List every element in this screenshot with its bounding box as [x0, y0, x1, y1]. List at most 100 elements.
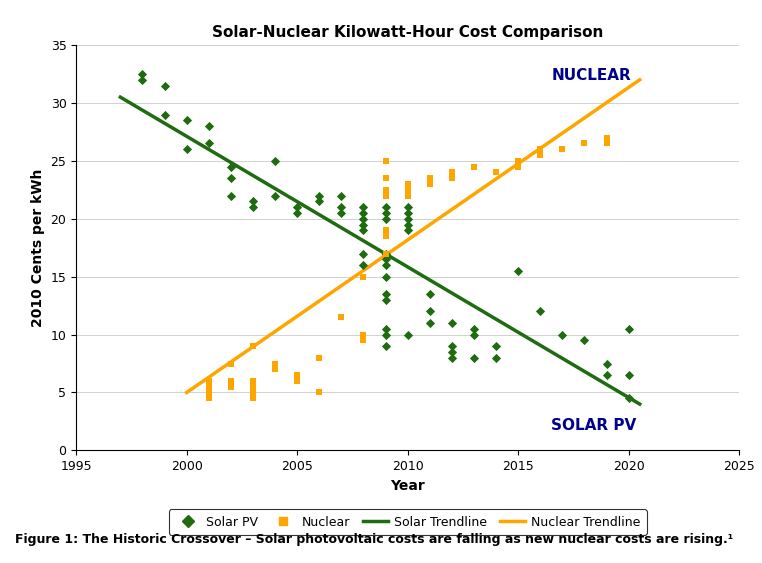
Point: [468, 353, 480, 362]
Point: [490, 353, 502, 362]
Point: [291, 208, 303, 217]
Point: [203, 139, 215, 148]
Point: [446, 174, 458, 183]
Point: [247, 197, 259, 206]
Text: NUCLEAR: NUCLEAR: [552, 68, 631, 83]
Text: SOLAR PV: SOLAR PV: [552, 418, 636, 433]
Point: [313, 388, 325, 397]
Point: [158, 81, 171, 90]
Title: Solar-Nuclear Kilowatt-Hour Cost Comparison: Solar-Nuclear Kilowatt-Hour Cost Compari…: [212, 25, 604, 40]
Point: [490, 342, 502, 351]
Text: Figure 1: The Historic Crossover – Solar photovoltaic costs are falling as new n: Figure 1: The Historic Crossover – Solar…: [15, 533, 734, 546]
Point: [357, 208, 370, 217]
Point: [468, 330, 480, 339]
Point: [247, 394, 259, 403]
Point: [357, 215, 370, 224]
Point: [402, 185, 414, 194]
Point: [446, 353, 458, 362]
Point: [379, 272, 392, 281]
Point: [379, 226, 392, 235]
Point: [402, 226, 414, 235]
Point: [424, 289, 436, 298]
Point: [402, 191, 414, 200]
Point: [623, 324, 635, 333]
Point: [623, 394, 635, 403]
Point: [490, 168, 502, 177]
Point: [578, 139, 591, 148]
Point: [357, 220, 370, 229]
Point: [379, 330, 392, 339]
Point: [379, 296, 392, 305]
Point: [402, 180, 414, 189]
Point: [402, 330, 414, 339]
Point: [247, 382, 259, 391]
Point: [269, 359, 281, 368]
Point: [446, 347, 458, 356]
Point: [379, 203, 392, 212]
X-axis label: Year: Year: [390, 479, 425, 493]
Point: [379, 208, 392, 217]
Point: [379, 289, 392, 298]
Point: [357, 203, 370, 212]
Point: [225, 174, 237, 183]
Point: [379, 342, 392, 351]
Point: [600, 133, 613, 142]
Point: [225, 382, 237, 391]
Point: [357, 261, 370, 270]
Point: [534, 150, 546, 159]
Point: [578, 336, 591, 345]
Point: [247, 203, 259, 212]
Point: [313, 353, 325, 362]
Point: [269, 365, 281, 374]
Point: [468, 324, 480, 333]
Point: [181, 145, 193, 154]
Point: [225, 359, 237, 368]
Legend: Solar PV, Nuclear, Solar Trendline, Nuclear Trendline: Solar PV, Nuclear, Solar Trendline, Nucl…: [169, 510, 646, 535]
Point: [291, 377, 303, 386]
Point: [313, 197, 325, 206]
Point: [291, 203, 303, 212]
Point: [203, 377, 215, 386]
Point: [225, 191, 237, 200]
Point: [379, 255, 392, 264]
Point: [600, 370, 613, 379]
Point: [424, 319, 436, 328]
Point: [446, 319, 458, 328]
Point: [379, 157, 392, 166]
Point: [379, 249, 392, 258]
Point: [225, 377, 237, 386]
Point: [402, 215, 414, 224]
Point: [247, 342, 259, 351]
Point: [203, 394, 215, 403]
Point: [379, 185, 392, 194]
Point: [556, 330, 568, 339]
Point: [402, 208, 414, 217]
Point: [335, 208, 347, 217]
Point: [136, 75, 149, 84]
Point: [357, 330, 370, 339]
Point: [335, 312, 347, 321]
Point: [335, 191, 347, 200]
Point: [379, 215, 392, 224]
Point: [379, 249, 392, 258]
Point: [512, 266, 524, 275]
Point: [313, 191, 325, 200]
Point: [203, 382, 215, 391]
Point: [379, 324, 392, 333]
Point: [203, 388, 215, 397]
Point: [357, 226, 370, 235]
Point: [136, 69, 149, 78]
Point: [291, 370, 303, 379]
Point: [269, 157, 281, 166]
Point: [424, 307, 436, 316]
Point: [335, 203, 347, 212]
Point: [446, 342, 458, 351]
Point: [181, 116, 193, 125]
Point: [402, 203, 414, 212]
Point: [512, 157, 524, 166]
Point: [600, 359, 613, 368]
Point: [247, 388, 259, 397]
Point: [534, 145, 546, 154]
Point: [379, 261, 392, 270]
Point: [357, 272, 370, 281]
